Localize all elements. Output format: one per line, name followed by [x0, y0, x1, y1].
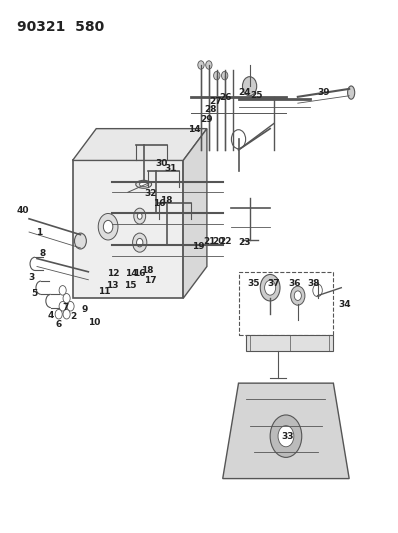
Circle shape — [74, 233, 86, 249]
Text: 38: 38 — [307, 279, 320, 288]
Text: 24: 24 — [238, 88, 251, 97]
Text: 11: 11 — [98, 287, 110, 296]
Text: 5: 5 — [31, 288, 37, 297]
Circle shape — [291, 286, 305, 305]
Text: 13: 13 — [106, 280, 118, 289]
Circle shape — [206, 61, 212, 69]
Text: 26: 26 — [220, 93, 232, 102]
Text: 2: 2 — [70, 312, 77, 321]
Text: 23: 23 — [238, 238, 251, 247]
Circle shape — [265, 280, 276, 295]
Text: 22: 22 — [219, 237, 232, 246]
Ellipse shape — [139, 182, 148, 187]
Polygon shape — [223, 383, 349, 479]
Text: 7: 7 — [62, 303, 68, 312]
Text: 30: 30 — [155, 159, 168, 167]
Text: 29: 29 — [200, 115, 213, 124]
Circle shape — [198, 61, 204, 69]
Text: 12: 12 — [107, 269, 119, 278]
Circle shape — [59, 286, 66, 295]
Circle shape — [222, 71, 228, 80]
Text: 36: 36 — [289, 279, 301, 288]
Text: 90321  580: 90321 580 — [17, 20, 104, 34]
Circle shape — [63, 310, 70, 319]
Circle shape — [137, 213, 142, 219]
Text: 19: 19 — [192, 243, 205, 252]
Text: 9: 9 — [81, 305, 88, 314]
Text: 14: 14 — [188, 125, 201, 134]
Circle shape — [59, 302, 66, 311]
Circle shape — [137, 238, 143, 247]
Polygon shape — [246, 335, 334, 351]
Circle shape — [67, 302, 74, 311]
Polygon shape — [72, 128, 207, 160]
Text: 3: 3 — [28, 272, 34, 281]
Text: 28: 28 — [204, 104, 217, 114]
FancyBboxPatch shape — [238, 272, 334, 335]
Circle shape — [98, 214, 118, 240]
Text: 8: 8 — [40, 249, 46, 258]
Circle shape — [313, 284, 322, 297]
Circle shape — [270, 415, 302, 457]
Circle shape — [278, 425, 294, 447]
Text: 15: 15 — [124, 280, 136, 289]
Circle shape — [134, 208, 146, 224]
Text: 21: 21 — [203, 237, 216, 246]
Circle shape — [231, 130, 246, 149]
Text: 1: 1 — [36, 228, 42, 237]
Text: 18: 18 — [140, 266, 153, 274]
Text: 25: 25 — [250, 91, 263, 100]
Text: 34: 34 — [338, 300, 351, 309]
Circle shape — [260, 274, 280, 301]
Text: 16: 16 — [133, 269, 145, 278]
Text: 10: 10 — [88, 318, 100, 327]
Text: 27: 27 — [210, 96, 222, 106]
Ellipse shape — [136, 180, 152, 188]
Text: 40: 40 — [17, 206, 29, 215]
Text: 14: 14 — [125, 269, 138, 278]
Text: 16: 16 — [153, 199, 166, 208]
Ellipse shape — [347, 86, 355, 99]
Circle shape — [242, 77, 257, 96]
Circle shape — [214, 71, 220, 80]
Text: 6: 6 — [56, 320, 62, 329]
Text: 33: 33 — [282, 432, 294, 441]
Text: 20: 20 — [212, 237, 224, 246]
Circle shape — [103, 220, 113, 233]
Text: 39: 39 — [317, 88, 330, 97]
Text: 37: 37 — [268, 279, 281, 288]
FancyBboxPatch shape — [72, 160, 183, 298]
Circle shape — [133, 233, 147, 252]
Text: 18: 18 — [160, 196, 173, 205]
Text: 4: 4 — [48, 311, 54, 320]
Text: 31: 31 — [164, 164, 177, 173]
Text: 35: 35 — [247, 279, 260, 288]
Circle shape — [294, 291, 301, 301]
Text: 17: 17 — [144, 276, 157, 285]
Circle shape — [55, 310, 62, 319]
Polygon shape — [183, 128, 207, 298]
Circle shape — [63, 294, 70, 303]
Text: 32: 32 — [144, 189, 157, 198]
